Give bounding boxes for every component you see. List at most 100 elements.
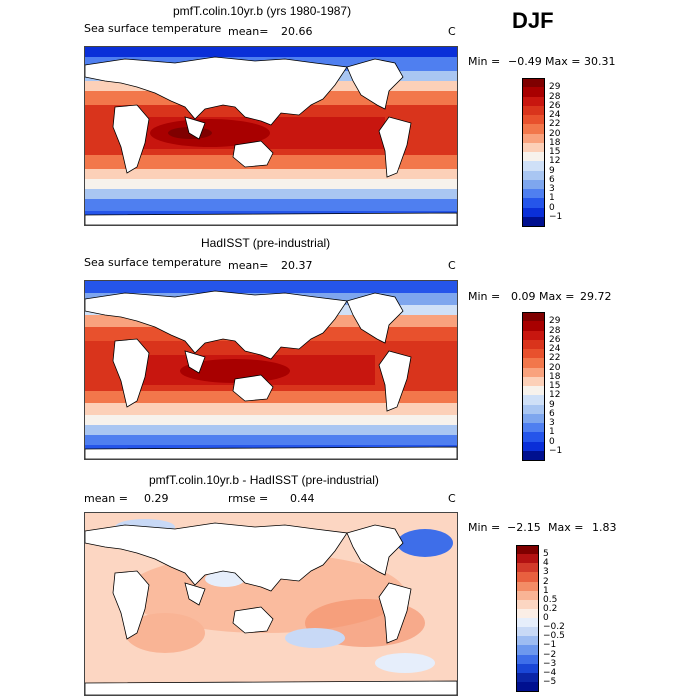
legend-swatch bbox=[522, 358, 545, 368]
legend-label: 18 bbox=[549, 137, 561, 148]
panel-1-mean-label: mean= bbox=[228, 25, 269, 38]
panel-1-max-label: Max = bbox=[545, 55, 581, 68]
legend-swatch bbox=[516, 554, 539, 564]
legend-label: 15 bbox=[549, 381, 561, 391]
legend-swatch bbox=[522, 413, 545, 423]
panel-2-map bbox=[84, 280, 458, 460]
panel-3-title: pmfT.colin.10yr.b - HadISST (pre-industr… bbox=[149, 473, 379, 487]
legend-swatch bbox=[516, 599, 539, 609]
panel-1-min-value: −0.49 bbox=[508, 55, 542, 68]
legend-swatch bbox=[522, 216, 545, 227]
legend-label: 29 bbox=[549, 82, 561, 93]
panel-3-legend: 5 4 3 2 1 0.5 0.2 0 −0.2 −0.5 −1 −2 −3 −4 −5 bbox=[516, 545, 576, 693]
legend-label: 6 bbox=[549, 408, 555, 419]
legend-label: 0.2 bbox=[543, 603, 558, 614]
panel-2-map-svg bbox=[85, 281, 457, 459]
legend-label: 28 bbox=[549, 325, 561, 336]
legend-swatch bbox=[516, 618, 539, 628]
panel-2-continents bbox=[85, 290, 457, 459]
legend-label: 9 bbox=[549, 399, 555, 410]
panel-3-continents bbox=[85, 522, 457, 695]
legend-label: −1 bbox=[549, 211, 563, 222]
panel-2-legend: 29 28 26 24 22 20 18 15 12 9 6 3 1 0 −1 bbox=[522, 312, 582, 462]
panel-1-legend: 29 28 26 24 22 20 18 15 12 9 6 3 1 0 −1 bbox=[522, 78, 582, 228]
panel-1-max-value: 30.31 bbox=[584, 55, 616, 68]
legend-swatch bbox=[522, 349, 545, 359]
legend-label: 12 bbox=[549, 156, 561, 167]
panel-2-min-label: Min = bbox=[468, 290, 501, 303]
legend-swatch bbox=[522, 312, 545, 323]
legend-swatch bbox=[522, 376, 545, 386]
legend-swatch bbox=[522, 142, 545, 152]
legend-label: −0.2 bbox=[543, 622, 565, 633]
panel-3-mean-label: mean = bbox=[84, 492, 128, 505]
panel-3-units: C bbox=[448, 492, 456, 505]
panel-3-map-svg bbox=[85, 513, 457, 695]
legend-label: 4 bbox=[543, 558, 549, 569]
legend-swatch bbox=[522, 115, 545, 125]
legend-swatch bbox=[522, 330, 545, 340]
legend-label: 26 bbox=[549, 100, 561, 111]
panel-3-rmse-label: rmse = bbox=[228, 492, 269, 505]
legend-label: 3 bbox=[549, 184, 555, 194]
legend-swatch bbox=[516, 636, 539, 646]
legend-swatch bbox=[522, 189, 545, 199]
legend-swatch bbox=[522, 124, 545, 134]
legend-swatch bbox=[522, 423, 545, 433]
legend-label: 0 bbox=[549, 202, 555, 213]
legend-label: −4 bbox=[543, 667, 557, 678]
panel-1-min-label: Min = bbox=[468, 55, 501, 68]
legend-label: 24 bbox=[549, 110, 561, 120]
legend-label: 15 bbox=[549, 147, 561, 157]
legend-label: 1 bbox=[549, 193, 555, 204]
legend-swatch bbox=[522, 170, 545, 180]
panel-1-field-label: Sea surface temperature bbox=[84, 22, 222, 35]
panel-3-min-value: −2.15 bbox=[507, 521, 541, 534]
panel-1-title: pmfT.colin.10yr.b (yrs 1980-1987) bbox=[173, 4, 352, 18]
legend-label: −3 bbox=[543, 658, 557, 669]
legend-label: 24 bbox=[549, 344, 561, 354]
legend-swatch bbox=[522, 96, 545, 106]
legend-label: 20 bbox=[549, 128, 561, 139]
legend-swatch bbox=[522, 339, 545, 349]
legend-swatch bbox=[516, 545, 539, 556]
legend-label: 26 bbox=[549, 334, 561, 345]
legend-label: 18 bbox=[549, 371, 561, 382]
legend-label: 3 bbox=[543, 567, 549, 578]
panel-3-max-value: 1.83 bbox=[592, 521, 617, 534]
panel-2-max-value: 29.72 bbox=[580, 290, 612, 303]
panel-2-max-label: Max = bbox=[539, 290, 575, 303]
legend-swatch bbox=[522, 404, 545, 414]
legend-swatch bbox=[516, 563, 539, 573]
panel-1-map bbox=[84, 46, 458, 226]
legend-label: 20 bbox=[549, 362, 561, 373]
legend-swatch bbox=[522, 105, 545, 115]
legend-swatch bbox=[516, 672, 539, 682]
legend-swatch bbox=[516, 590, 539, 600]
legend-swatch bbox=[516, 663, 539, 673]
panel-3-rmse-value: 0.44 bbox=[290, 492, 315, 505]
panel-1-map-svg bbox=[85, 47, 457, 225]
legend-swatch bbox=[522, 395, 545, 405]
legend-label: 0 bbox=[543, 613, 549, 623]
legend-swatch bbox=[522, 432, 545, 442]
panel-3-map bbox=[84, 512, 458, 696]
legend-label: 9 bbox=[549, 165, 555, 176]
legend-swatch bbox=[522, 450, 545, 461]
panel-3-min-label: Min = bbox=[468, 521, 501, 534]
legend-swatch bbox=[516, 572, 539, 582]
legend-swatch bbox=[516, 645, 539, 655]
legend-swatch bbox=[522, 207, 545, 217]
panel-2-units: C bbox=[448, 259, 456, 272]
legend-swatch bbox=[522, 179, 545, 189]
legend-swatch bbox=[516, 608, 539, 618]
legend-swatch bbox=[522, 441, 545, 451]
panel-1-mean-value: 20.66 bbox=[281, 25, 313, 38]
legend-label: −1 bbox=[543, 640, 557, 651]
panel-2-min-value: 0.09 bbox=[511, 290, 536, 303]
legend-label: 5 bbox=[543, 549, 549, 560]
legend-swatch bbox=[516, 681, 539, 692]
legend-label: 12 bbox=[549, 390, 561, 401]
legend-label: −1 bbox=[549, 445, 563, 456]
legend-label: 2 bbox=[543, 576, 549, 587]
